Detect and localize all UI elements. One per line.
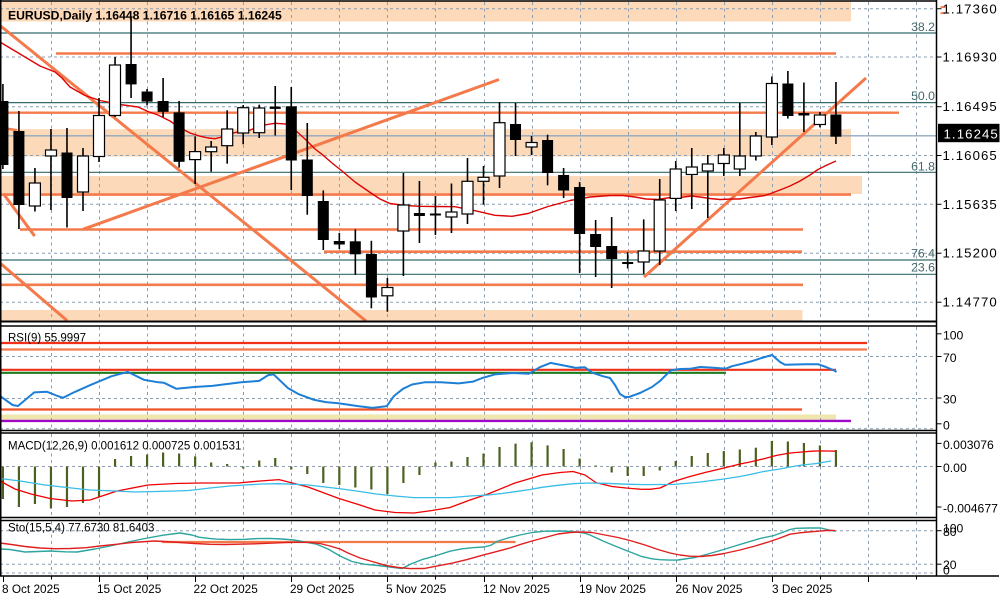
svg-text:15 Oct 2025: 15 Oct 2025 [97,582,162,596]
svg-text:1.16495: 1.16495 [943,99,998,114]
svg-text:1.17360: 1.17360 [943,1,998,16]
svg-text:0.003076: 0.003076 [943,438,994,452]
svg-text:3 Dec 2025: 3 Dec 2025 [772,582,833,596]
svg-text:1.16930: 1.16930 [943,50,998,65]
svg-text:1.15635: 1.15635 [943,197,998,212]
svg-text:RSI(9) 55.9997: RSI(9) 55.9997 [8,333,86,345]
svg-text:0: 0 [943,563,950,577]
svg-text:5 Nov 2025: 5 Nov 2025 [386,582,447,596]
svg-text:80: 80 [943,525,957,539]
svg-text:30: 30 [943,393,957,407]
svg-text:70: 70 [943,351,957,365]
svg-text:0: 0 [943,418,950,432]
svg-text:23.6: 23.6 [911,261,935,275]
svg-text:1.15200: 1.15200 [943,246,998,261]
svg-text:EURUSD,Daily 1.16448 1.16716: EURUSD,Daily 1.16448 1.16716 1.16165 1.1… [8,9,282,23]
svg-text:22 Oct 2025: 22 Oct 2025 [194,582,259,596]
svg-text:61.8: 61.8 [911,159,935,173]
svg-text:Sto(15,5,4) 77.6730 81.6403: Sto(15,5,4) 77.6730 81.6403 [8,523,154,535]
svg-text:12 Nov 2025: 12 Nov 2025 [483,582,550,596]
svg-text:38.2: 38.2 [911,20,935,34]
svg-text:1.16245: 1.16245 [944,126,999,141]
svg-text:29 Oct 2025: 29 Oct 2025 [290,582,355,596]
svg-text:1.14770: 1.14770 [943,295,998,310]
svg-text:20: 20 [943,558,957,572]
svg-text:8 Oct 2025: 8 Oct 2025 [2,582,60,596]
svg-text:26 Nov 2025: 26 Nov 2025 [676,582,743,596]
svg-text:1.16065: 1.16065 [943,148,998,163]
svg-text:100: 100 [943,328,964,342]
svg-text:0.00: 0.00 [943,461,967,475]
svg-text:19 Nov 2025: 19 Nov 2025 [579,582,646,596]
svg-text:MACD(12,26,9) 0.001612 0.00072: MACD(12,26,9) 0.001612 0.000725 0.001531 [8,441,241,453]
svg-text:100: 100 [943,521,964,535]
svg-text:50.0: 50.0 [911,89,935,103]
svg-text:76.4: 76.4 [911,246,935,260]
svg-text:-0.004677: -0.004677 [943,502,998,516]
